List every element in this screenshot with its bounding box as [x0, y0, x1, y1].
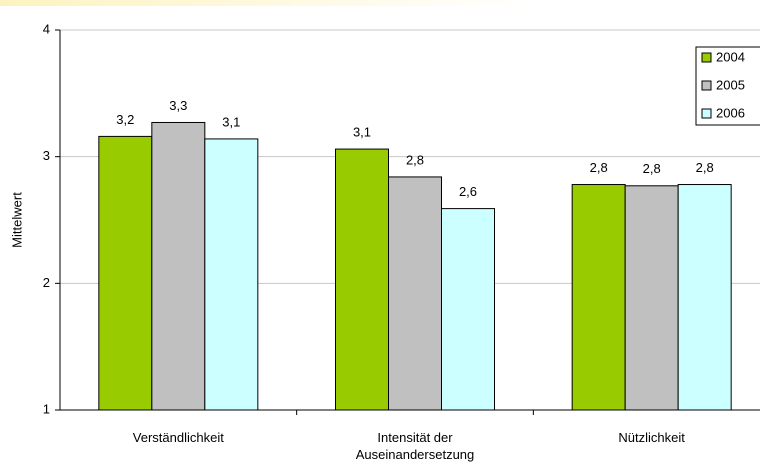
data-label: 3,3 — [169, 98, 187, 113]
data-label: 3,1 — [353, 125, 371, 140]
y-tick-label: 4 — [43, 21, 50, 36]
y-axis-label: Mittelwert — [9, 192, 24, 248]
bar — [677, 184, 732, 411]
legend-swatch — [701, 80, 712, 91]
top-strip — [0, 0, 760, 6]
legend-label: 2005 — [716, 77, 745, 92]
x-tick-label: Verständlichkeit — [132, 430, 224, 445]
x-tick-label: Intensität der Auseinandersetzung — [355, 430, 475, 462]
y-tick-label: 2 — [43, 275, 50, 290]
y-tick-label: 3 — [43, 148, 50, 163]
legend-label: 2006 — [716, 105, 745, 120]
data-label: 2,8 — [406, 152, 424, 167]
data-label: 3,2 — [116, 112, 134, 127]
bar — [624, 185, 679, 411]
bar — [388, 176, 442, 411]
bar — [98, 135, 153, 411]
data-label: 2,8 — [590, 160, 608, 175]
data-label: 2,6 — [459, 184, 477, 199]
bar — [335, 148, 389, 411]
data-label: 2,8 — [643, 161, 661, 176]
data-label: 2,8 — [696, 160, 714, 175]
bar — [151, 121, 206, 411]
legend-swatch — [701, 108, 712, 119]
bar — [204, 138, 259, 411]
data-label: 3,1 — [222, 114, 240, 129]
y-tick-label: 1 — [43, 401, 50, 416]
x-tick-label: Nützlichkeit — [618, 430, 685, 445]
bar — [571, 184, 626, 411]
legend-swatch — [701, 52, 712, 63]
legend-label: 2004 — [716, 49, 745, 64]
bar — [441, 208, 495, 411]
